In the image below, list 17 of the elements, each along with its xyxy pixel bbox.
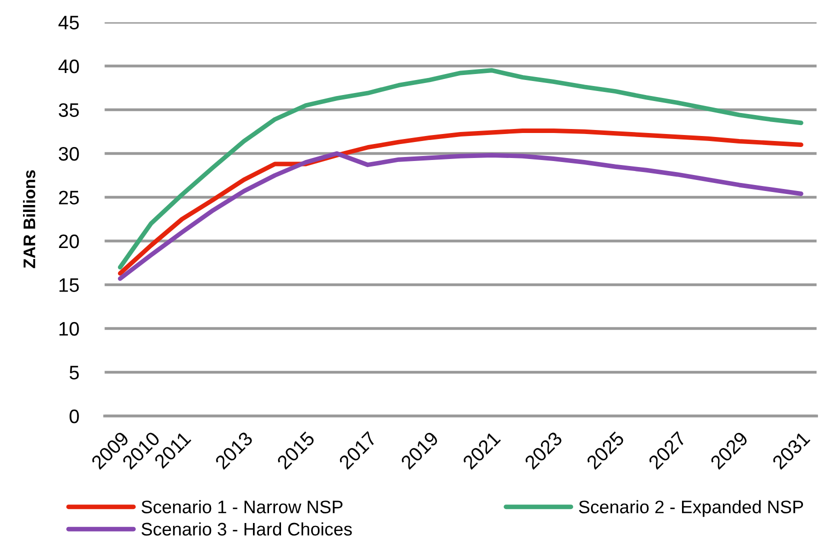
legend-label: Scenario 1 - Narrow NSP — [142, 500, 342, 514]
y-tick-label: 25 — [59, 190, 79, 204]
line-series — [118, 128, 804, 276]
y-tick-label: 10 — [60, 322, 79, 336]
y-tick-label: 35 — [58, 103, 79, 117]
y-tick-label: 20 — [59, 234, 79, 248]
line-series — [118, 68, 804, 270]
y-tick-label: 0 — [70, 409, 79, 424]
legend-label: Scenario 2 - Expanded NSP — [578, 500, 804, 517]
y-tick-label: 5 — [70, 366, 79, 380]
y-tick-label: 40 — [58, 59, 79, 74]
line-series — [118, 151, 804, 281]
legend-label: Scenario 3 - Hard Choices — [142, 522, 352, 536]
y-axis-title: ZAR Billions — [23, 170, 36, 268]
y-tick-label: 15 — [60, 278, 79, 292]
y-tick-label: 45 — [58, 16, 79, 30]
y-tick-label: 30 — [58, 146, 79, 161]
